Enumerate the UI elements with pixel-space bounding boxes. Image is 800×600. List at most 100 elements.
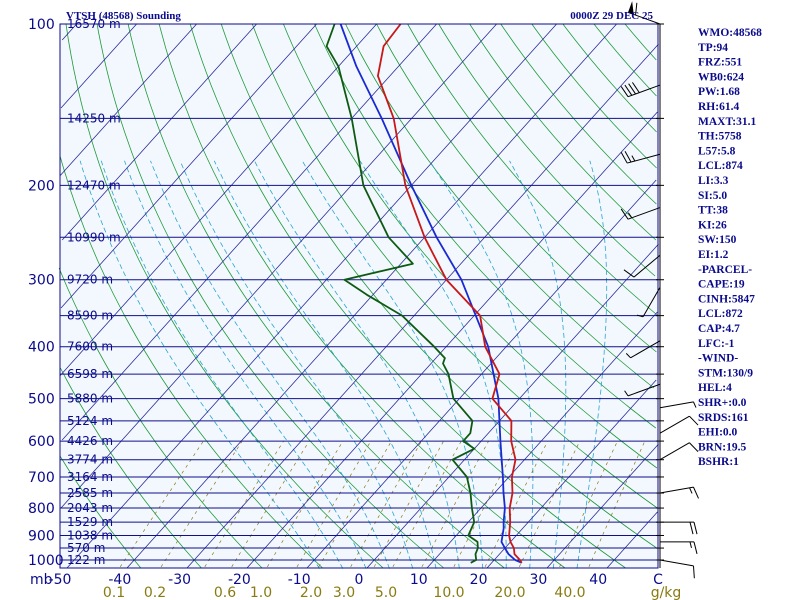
mixing-ratio-line-0 (119, 440, 204, 568)
mixing-ratio-line-2 (231, 440, 310, 568)
wind-barb-12 (660, 521, 698, 535)
wind-barb-staff (627, 84, 661, 98)
height-label: 16570 m (67, 17, 121, 31)
temperature-tick-label: C (653, 572, 663, 588)
pressure-tick-label: 700 (28, 470, 55, 486)
dry-adiabat-90 (345, 23, 655, 389)
index-item: CINH:5847 (698, 293, 755, 305)
wind-profile (620, 1, 699, 579)
wind-barb-staff (659, 559, 694, 567)
index-item: FRZ:551 (698, 57, 742, 69)
isotherm--30 (186, 43, 659, 569)
isotherm-40 (606, 511, 658, 569)
index-item: RH:61.4 (698, 101, 739, 113)
height-label: 570 m (67, 541, 105, 555)
index-item: TH:5758 (698, 131, 742, 143)
mixing-ratio-line-1 (160, 440, 243, 568)
index-item: L57:5.8 (698, 145, 736, 157)
wind-barb-11 (659, 486, 699, 499)
isotherm--100 (61, 23, 257, 241)
wind-barb-flag (689, 415, 699, 426)
mixing-ratio-line-12 (373, 440, 444, 568)
isotherms (59, 23, 659, 569)
pressure-unit-label: mb (30, 572, 53, 588)
wind-barb-half-flag (631, 155, 636, 162)
index-item: TT:38 (698, 205, 728, 217)
dry-adiabat--10 (59, 155, 323, 569)
height-label: 5124 m (67, 414, 113, 428)
mixing-ratio-tick-label: 2.0 (300, 585, 322, 600)
wind-barb-half-flag (693, 401, 697, 408)
mixing-ratio-line-13 (421, 440, 489, 568)
height-label: 122 m (67, 553, 105, 567)
wind-barb-flag (692, 565, 695, 579)
index-item: LCL:872 (698, 308, 743, 320)
wind-barb-5 (636, 287, 661, 318)
isotherm--120 (60, 23, 137, 109)
dewpoint-line (325, 23, 479, 564)
index-item: -PARCEL- (698, 264, 752, 276)
wind-barb-flag (620, 208, 629, 220)
wind-barb-0 (627, 1, 661, 25)
index-item: SW:150 (698, 234, 737, 246)
pressure-tick-label: 900 (28, 528, 55, 544)
wind-barb-2 (620, 150, 661, 164)
temperature-line (377, 23, 523, 564)
height-label: 4426 m (67, 434, 113, 448)
height-label: 2585 m (67, 486, 113, 500)
index-item: LFC:-1 (698, 338, 735, 350)
index-item: MAXT:31.1 (698, 116, 756, 128)
wind-barb-13 (660, 541, 698, 554)
dry-adiabat--40 (59, 455, 142, 569)
mixing-ratio-line-6 (392, 440, 462, 568)
height-label: 6598 m (67, 367, 113, 381)
mixing-ratio-tick-label: 1.0 (250, 585, 272, 600)
dry-adiabat-150 (531, 23, 657, 169)
stability-indices: WMO:48568 TP:94 FRZ:551 WB0:624 PW:1.68 RH:61… (698, 27, 762, 468)
wind-barb-staff (627, 207, 661, 220)
wind-barb-flag (693, 522, 698, 535)
dry-adiabat-80 (314, 23, 657, 429)
temperature-tick-label: -40 (108, 572, 131, 588)
wind-barb-flag (635, 2, 638, 16)
temperature-tick-label: 30 (529, 572, 547, 588)
pressure-tick-label: 600 (28, 434, 55, 450)
mixing-ratio-tick-label: 0.1 (103, 585, 125, 600)
wind-barb-flag (628, 83, 636, 95)
profiles (325, 23, 523, 564)
wind-barb-flag (624, 150, 632, 163)
temperature-tick-label: 20 (470, 572, 488, 588)
index-item: EHI:0.0 (698, 427, 738, 439)
dry-adiabat-180 (624, 23, 657, 61)
wind-barb-6 (625, 340, 661, 359)
mixing-ratio-line-10 (204, 440, 284, 568)
temperature-tick-label: 10 (410, 572, 428, 588)
isotherm--20 (246, 111, 658, 569)
plot-frame (59, 23, 659, 569)
wind-barb-flag (620, 152, 628, 164)
wind-barb-flag (624, 84, 633, 96)
height-label: 9720 m (67, 273, 113, 287)
index-item: HEL:4 (698, 382, 732, 394)
index-item: SHR+:0.0 (698, 397, 747, 409)
height-label: 1529 m (67, 515, 113, 529)
wind-barb-staff (659, 401, 694, 409)
dry-adiabat-130 (469, 23, 657, 241)
dry-adiabat-100 (376, 23, 657, 353)
isotherm--80 (59, 23, 377, 377)
wind-barb-flag (623, 269, 635, 278)
height-label: 2043 m (67, 501, 113, 515)
chart-date: 0000Z 29 DEC 25 (570, 10, 653, 22)
index-item: -WIND- (698, 353, 738, 365)
moist-adiabat-26 (429, 160, 534, 569)
wind-barb-8 (659, 401, 697, 409)
moist-adiabat-22 (359, 160, 507, 569)
pressure-tick-label: 500 (28, 392, 55, 408)
wind-barb-staff (627, 383, 661, 397)
index-item: WB0:624 (698, 71, 744, 83)
dry-adiabat-60 (251, 23, 658, 509)
temperature-tick-label: 40 (589, 572, 607, 588)
wind-barb-7 (624, 383, 661, 397)
